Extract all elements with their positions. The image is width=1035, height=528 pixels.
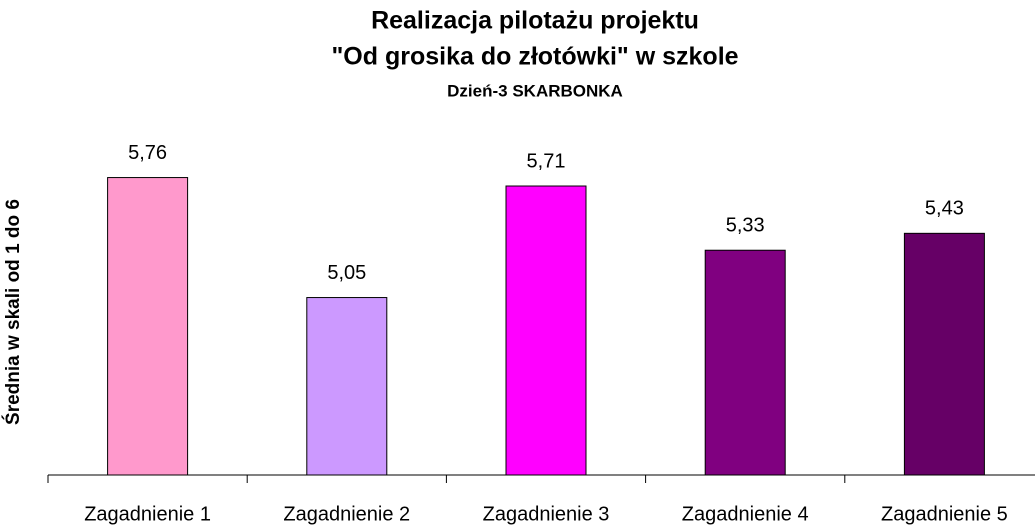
bar bbox=[704, 249, 786, 476]
chart-subtitle: Dzień-3 SKARBONKA bbox=[447, 81, 623, 100]
bar bbox=[505, 185, 587, 476]
x-tick-label: Zagadnienie 3 bbox=[483, 503, 610, 525]
value-label: 5,76 bbox=[128, 142, 167, 164]
bar bbox=[107, 177, 189, 476]
x-tick-label: Zagadnienie 4 bbox=[682, 503, 809, 525]
value-label: 5,43 bbox=[925, 198, 964, 220]
bar bbox=[903, 232, 985, 476]
x-tick-label: Zagadnienie 1 bbox=[84, 503, 211, 525]
chart-title: "Od grosika do złotówki" w szkole bbox=[331, 43, 738, 71]
value-label: 5,05 bbox=[327, 262, 366, 284]
x-tick-label: Zagadnienie 5 bbox=[881, 503, 1008, 525]
x-tick-label: Zagadnienie 2 bbox=[283, 503, 410, 525]
bar bbox=[306, 297, 388, 476]
value-label: 5,33 bbox=[726, 215, 765, 237]
chart-title: Realizacja pilotażu projektu bbox=[371, 7, 699, 35]
value-label: 5,71 bbox=[527, 150, 566, 172]
y-axis-label: Średnia w skali od 1 do 6 bbox=[2, 199, 24, 425]
